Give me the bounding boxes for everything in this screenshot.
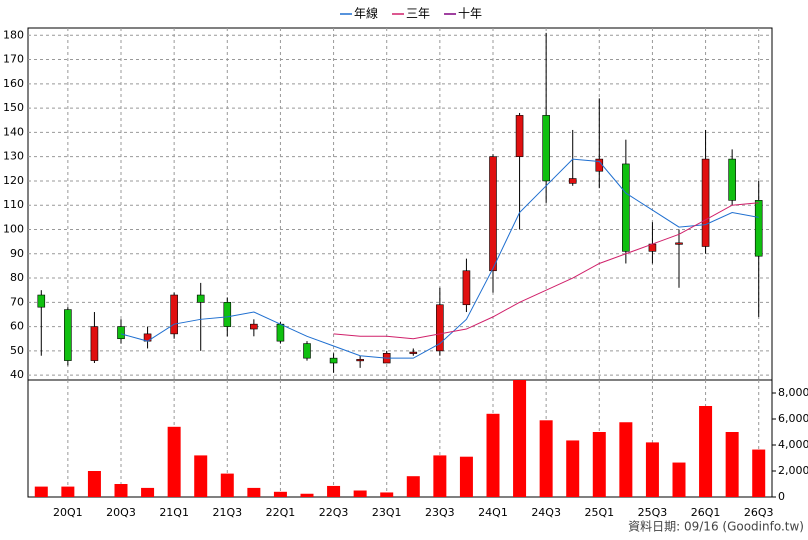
candle-body bbox=[250, 323, 258, 330]
volume-bar bbox=[141, 487, 155, 497]
volume-bar bbox=[433, 455, 447, 497]
y-tick-label: 130 bbox=[3, 150, 24, 163]
volume-bar bbox=[645, 442, 659, 497]
candle-body bbox=[117, 326, 125, 340]
y-tick-label: 180 bbox=[3, 28, 24, 41]
volume-bar bbox=[406, 476, 420, 497]
y-tick-label: 2,000 bbox=[778, 464, 808, 477]
candle-body bbox=[223, 302, 232, 327]
candle-body bbox=[356, 359, 364, 362]
y-tick-label: 40 bbox=[10, 368, 24, 381]
x-tick-label: 24Q1 bbox=[478, 506, 508, 519]
volume-bar bbox=[513, 380, 527, 497]
y-tick-label: 4,000 bbox=[778, 438, 808, 451]
x-tick-label: 23Q1 bbox=[372, 506, 402, 519]
candle-body bbox=[622, 163, 630, 252]
volume-bar bbox=[61, 486, 75, 497]
volume-bar bbox=[486, 413, 500, 497]
volume-bar bbox=[619, 422, 633, 497]
x-tick-label: 21Q1 bbox=[159, 506, 189, 519]
candle-body bbox=[489, 156, 497, 272]
x-tick-label: 22Q3 bbox=[319, 506, 349, 519]
candle-body bbox=[329, 357, 338, 364]
y-tick-label: 160 bbox=[3, 77, 24, 90]
candle-body bbox=[303, 343, 311, 359]
plot-area bbox=[27, 379, 773, 498]
x-tick-label: 22Q1 bbox=[266, 506, 296, 519]
volume-bar bbox=[752, 449, 766, 497]
x-tick-label: 24Q3 bbox=[531, 506, 561, 519]
y-tick-label: 140 bbox=[3, 125, 24, 138]
candle-body bbox=[409, 351, 418, 354]
y-tick-label: 70 bbox=[10, 295, 24, 308]
candle-body bbox=[276, 323, 285, 342]
volume-bar bbox=[539, 420, 553, 497]
candle-body bbox=[37, 294, 46, 308]
volume-bar bbox=[672, 462, 686, 497]
y-tick-label: 100 bbox=[3, 222, 24, 235]
y-tick-label: 80 bbox=[10, 271, 24, 284]
candle-body bbox=[754, 200, 763, 257]
x-tick-label: 26Q3 bbox=[744, 506, 774, 519]
x-tick-label: 20Q1 bbox=[53, 506, 83, 519]
x-tick-label: 20Q3 bbox=[106, 506, 136, 519]
volume-bar bbox=[34, 486, 48, 497]
y-tick-label: 0 bbox=[778, 490, 785, 503]
candle-body bbox=[196, 294, 205, 303]
y-tick-label: 50 bbox=[10, 344, 24, 357]
x-tick-label: 21Q3 bbox=[212, 506, 242, 519]
legend-label: 十年 bbox=[458, 7, 482, 21]
volume-bar bbox=[247, 487, 261, 497]
y-tick-label: 90 bbox=[10, 247, 24, 260]
volume-bar bbox=[725, 432, 739, 497]
volume-bar bbox=[327, 485, 341, 497]
footer: 資料日期: 09/16 (Goodinfo.tw) bbox=[628, 520, 804, 534]
candle-body bbox=[542, 115, 550, 182]
volume-bar bbox=[380, 492, 394, 497]
volume-bar bbox=[114, 484, 128, 497]
volume-bar bbox=[220, 473, 234, 497]
candle-body bbox=[170, 294, 178, 335]
candle-body bbox=[90, 326, 99, 361]
x-tick-label: 25Q3 bbox=[638, 506, 668, 519]
x-tick-label: 26Q1 bbox=[691, 506, 721, 519]
legend-label: 三年 bbox=[406, 7, 430, 21]
y-tick-label: 170 bbox=[3, 53, 24, 66]
average-line bbox=[120, 158, 759, 359]
average-line bbox=[333, 202, 759, 340]
candle-body bbox=[568, 178, 577, 184]
volume-bar bbox=[353, 490, 367, 497]
y-tick-label: 6,000 bbox=[778, 412, 808, 425]
volume-bar bbox=[273, 491, 287, 497]
candle-body bbox=[728, 158, 736, 201]
candle-body bbox=[675, 242, 683, 245]
candle-body bbox=[462, 270, 471, 306]
y-tick-label: 8,000 bbox=[778, 386, 808, 399]
y-tick-label: 120 bbox=[3, 174, 24, 187]
y-tick-label: 110 bbox=[3, 198, 24, 211]
legend-label: 年線 bbox=[354, 6, 378, 21]
volume-bar bbox=[300, 493, 314, 497]
plot-area bbox=[27, 27, 773, 381]
y-tick-label: 150 bbox=[3, 101, 24, 114]
y-tick-label: 60 bbox=[10, 320, 24, 333]
x-tick-label: 25Q1 bbox=[584, 506, 614, 519]
volume-bar bbox=[87, 471, 101, 497]
volume-bar bbox=[592, 432, 606, 497]
x-tick-label: 23Q3 bbox=[425, 506, 455, 519]
volume-bar bbox=[167, 426, 181, 497]
volume-bar bbox=[459, 456, 473, 497]
volume-bar bbox=[194, 455, 208, 497]
candle-body bbox=[64, 309, 72, 361]
volume-bar bbox=[566, 440, 580, 497]
volume-bar bbox=[699, 406, 713, 497]
candle-body bbox=[515, 115, 524, 157]
candle-body bbox=[436, 304, 444, 352]
candle-body bbox=[701, 158, 710, 247]
